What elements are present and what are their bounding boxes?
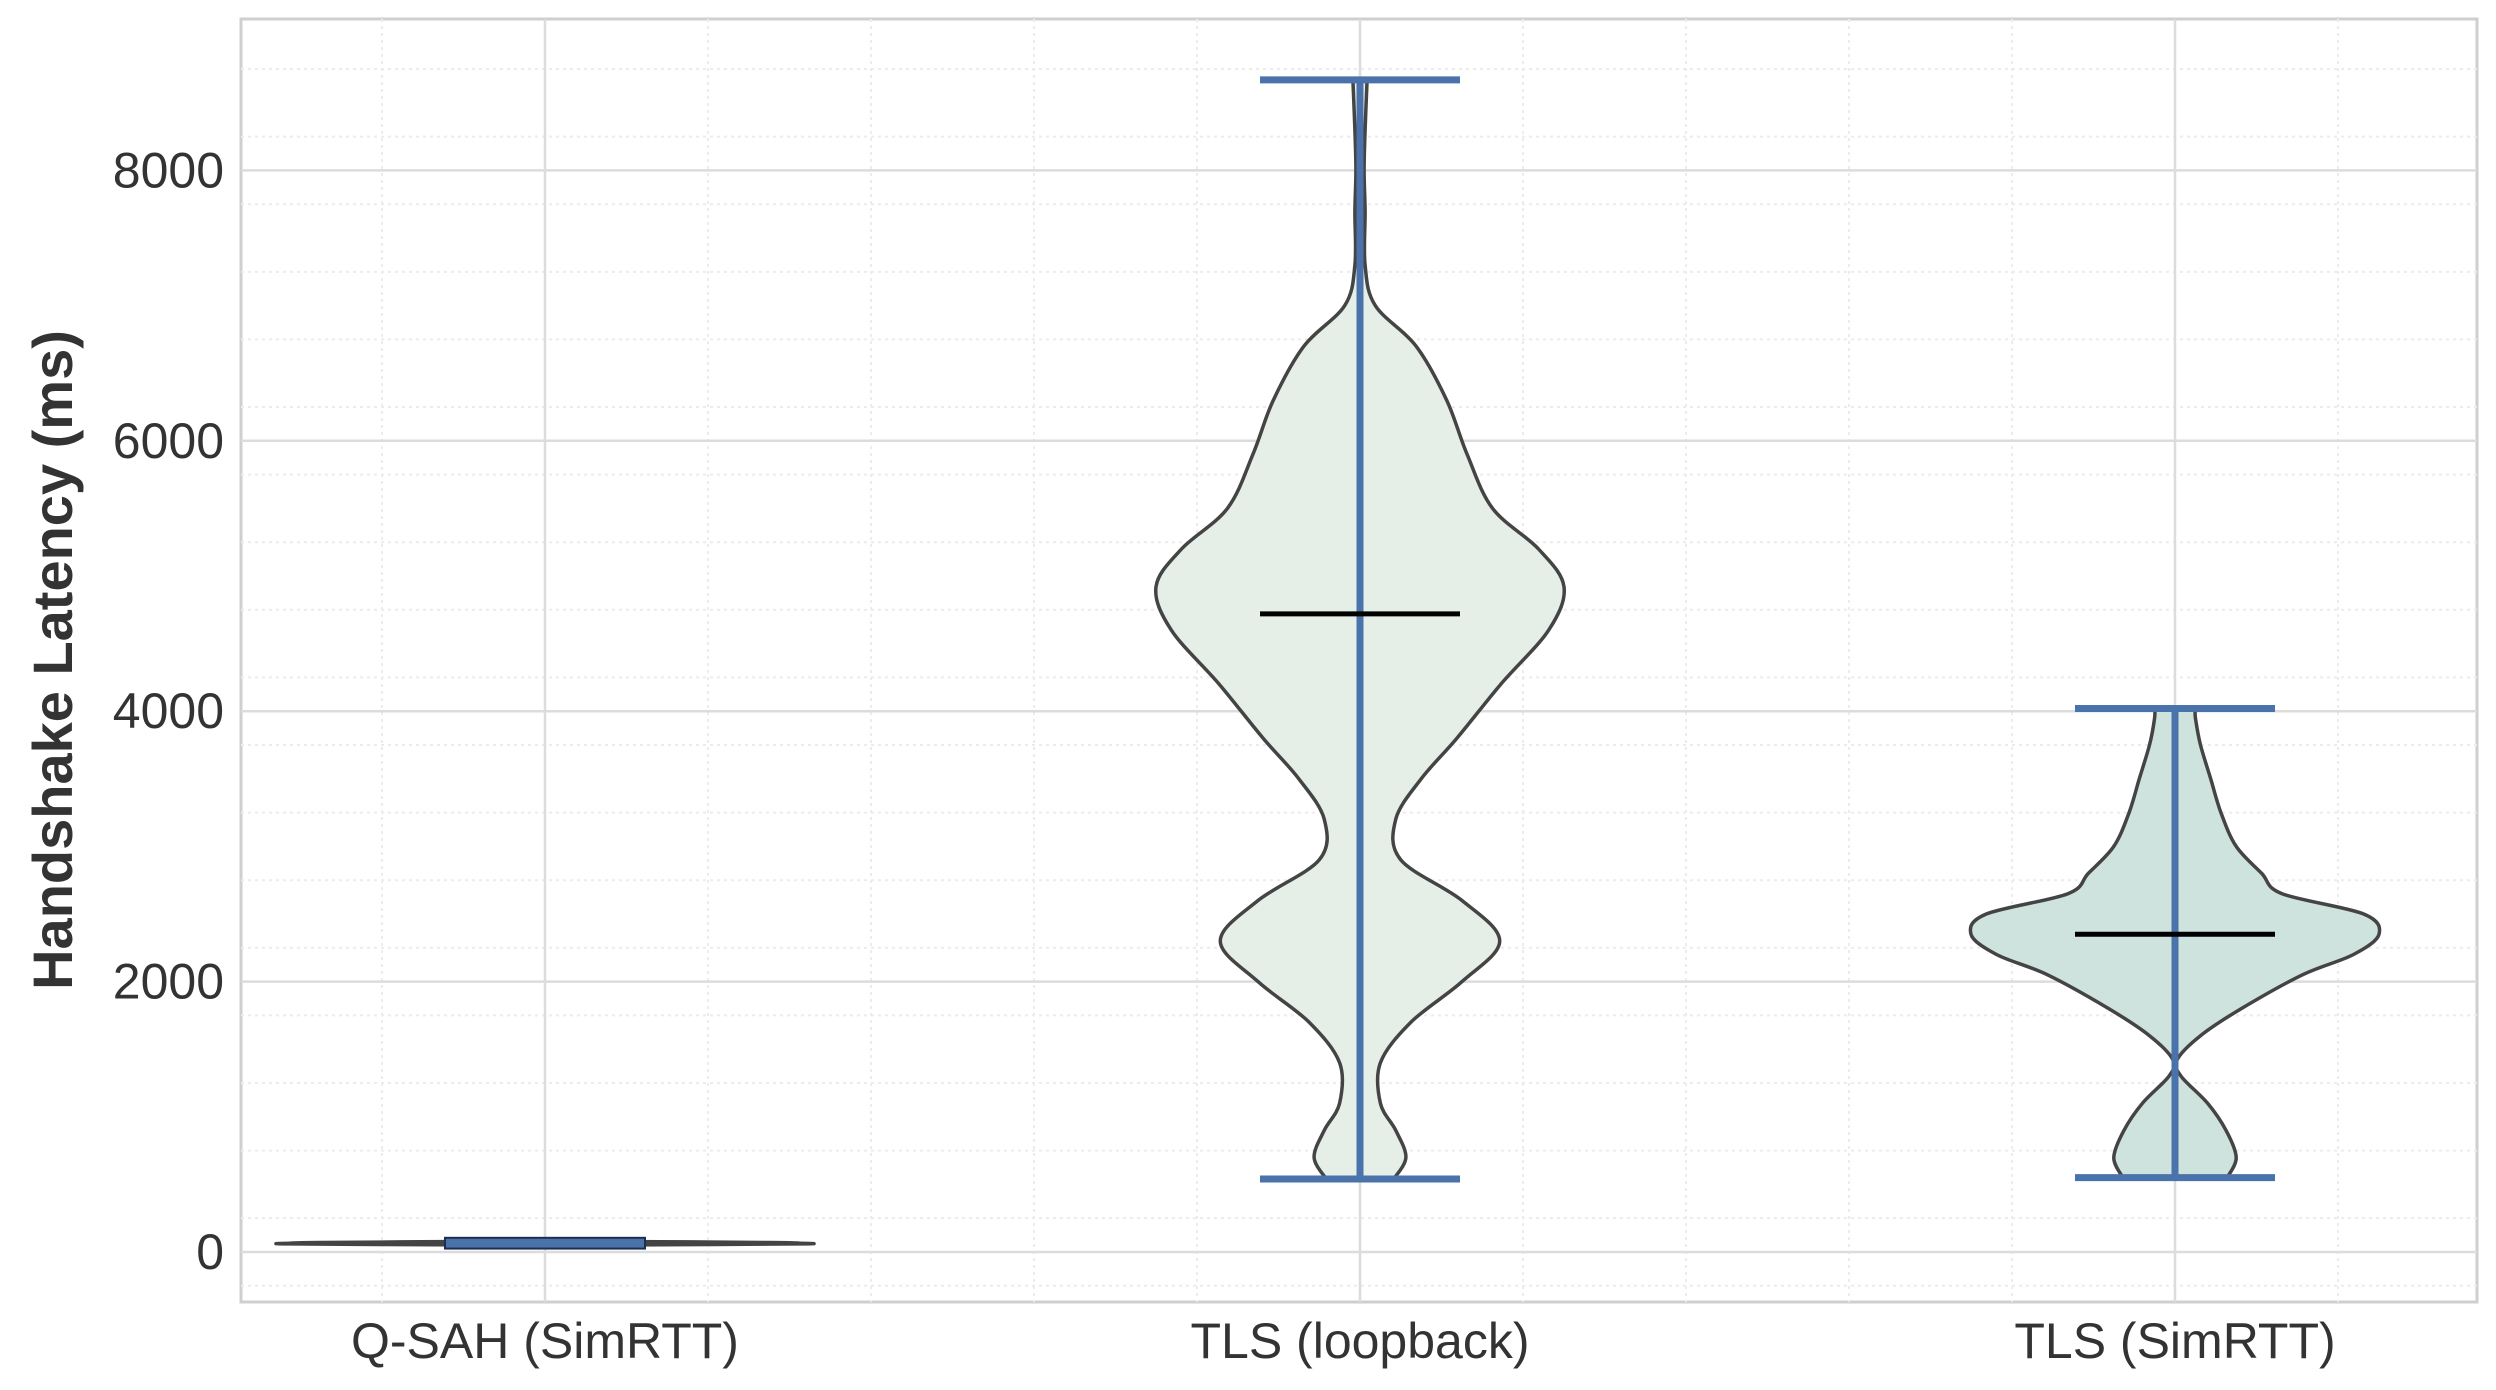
y-tick-label: 6000 — [113, 413, 224, 469]
y-tick-label: 0 — [196, 1224, 224, 1280]
y-tick-label: 2000 — [113, 954, 224, 1010]
x-tick-label: Q-SAH (SimRTT) — [351, 1313, 739, 1369]
x-tick-label: TLS (SimRTT) — [2014, 1313, 2335, 1369]
grid-lines — [241, 19, 2477, 1302]
violin-group — [1968, 704, 2382, 1182]
y-tick-label: 8000 — [113, 142, 224, 198]
violin-range-marker — [444, 1236, 646, 1250]
violin-bodies — [274, 76, 2382, 1250]
violin-group — [274, 1236, 816, 1250]
x-tick-label: TLS (loopback) — [1190, 1313, 1529, 1369]
tick-labels: 0 2000 4000 6000 8000 Q-SAH (SimRTT) TLS (loop… — [113, 142, 2336, 1369]
violin-group — [1153, 76, 1567, 1183]
y-tick-label: 4000 — [113, 683, 224, 739]
y-axis-label: Handshake Latency (ms) — [21, 330, 84, 990]
